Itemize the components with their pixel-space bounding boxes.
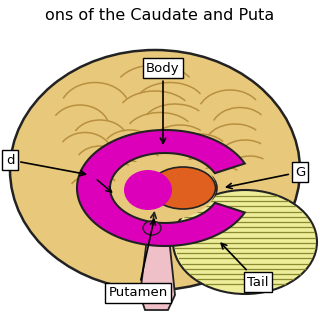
- Ellipse shape: [149, 166, 217, 210]
- Text: Putamen: Putamen: [108, 220, 168, 300]
- Ellipse shape: [114, 156, 216, 220]
- Polygon shape: [140, 228, 175, 310]
- Ellipse shape: [150, 167, 215, 209]
- Ellipse shape: [143, 221, 161, 235]
- Text: Body: Body: [146, 61, 180, 143]
- Ellipse shape: [124, 170, 172, 210]
- Text: ons of the Caudate and Puta: ons of the Caudate and Puta: [45, 8, 275, 23]
- Ellipse shape: [10, 50, 300, 290]
- Ellipse shape: [173, 190, 317, 294]
- Text: Tail: Tail: [221, 243, 269, 289]
- Text: d: d: [6, 154, 85, 176]
- Polygon shape: [77, 130, 245, 246]
- Text: G: G: [227, 165, 305, 188]
